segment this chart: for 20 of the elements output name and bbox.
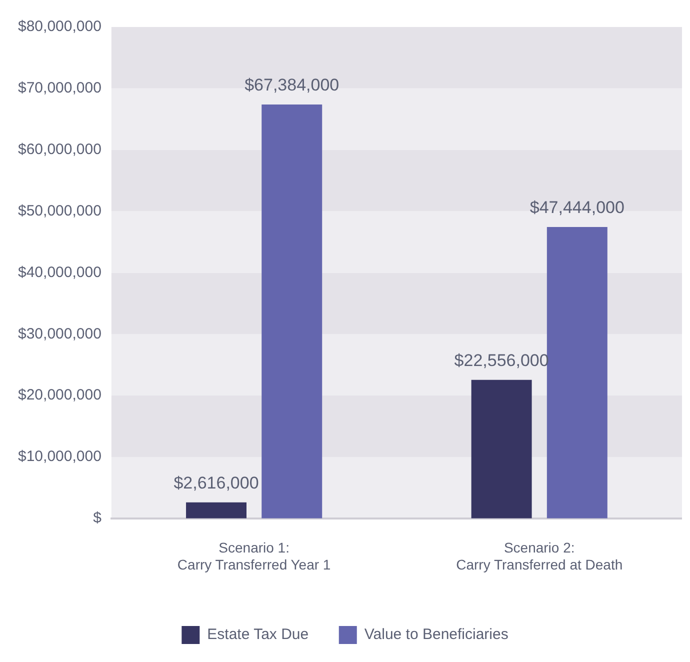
- y-tick-label: $50,000,000: [18, 202, 102, 220]
- x-tick-label: Scenario 2: Carry Transferred at Death: [456, 540, 623, 572]
- y-tick-label: $40,000,000: [18, 264, 102, 281]
- y-tick-label: $70,000,000: [18, 80, 102, 97]
- y-tick-label: $80,000,000: [18, 18, 102, 36]
- bar: [546, 226, 608, 518]
- y-tick-label: $10,000,000: [18, 448, 102, 466]
- y-tick-label: $: [93, 510, 102, 527]
- text: $2,616,000: [174, 474, 259, 493]
- x-tick-label: Scenario 1: Carry Transferred Year 1: [177, 540, 331, 572]
- bar: [186, 502, 246, 518]
- text: $67,384,000: [244, 76, 340, 95]
- y-tick-label: $20,000,000: [18, 386, 102, 404]
- y-tick-label: $60,000,000: [18, 140, 102, 158]
- y-tick-label: $30,000,000: [18, 325, 102, 342]
- bar: [262, 104, 322, 518]
- text: $47,444,000: [530, 198, 624, 218]
- bar: [471, 380, 532, 518]
- legend-label: Value to Beneficiaries: [364, 626, 508, 644]
- legend-label: Estate Tax Due: [207, 626, 309, 644]
